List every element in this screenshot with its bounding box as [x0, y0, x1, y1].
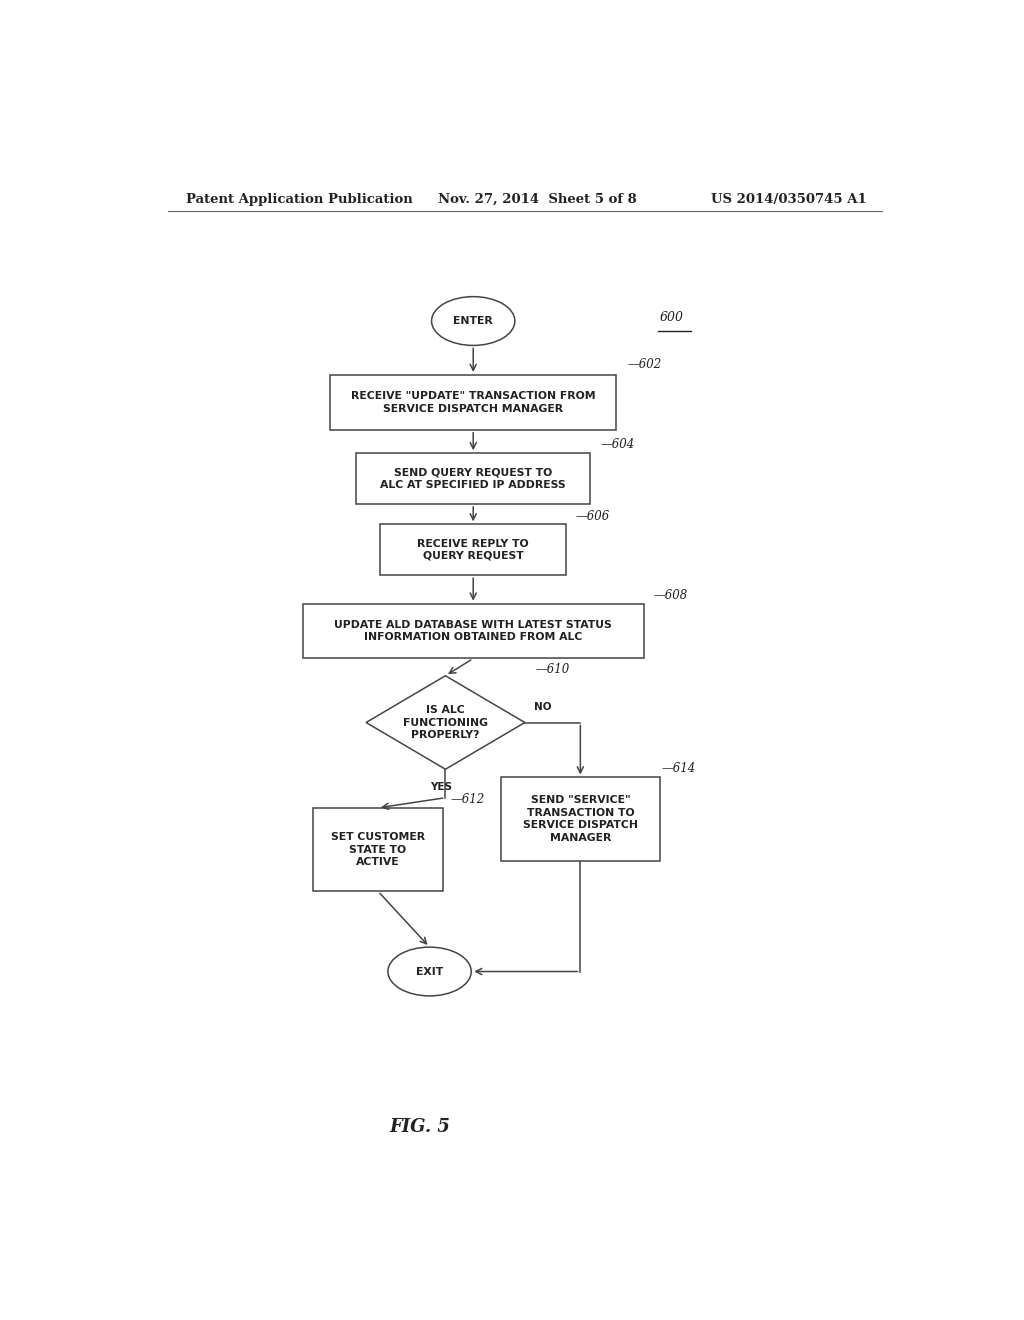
Text: SEND "SERVICE"
TRANSACTION TO
SERVICE DISPATCH
MANAGER: SEND "SERVICE" TRANSACTION TO SERVICE DI…	[523, 796, 638, 842]
Text: —602: —602	[628, 358, 663, 371]
Text: —614: —614	[662, 763, 695, 775]
Text: EXIT: EXIT	[416, 966, 443, 977]
Text: —608: —608	[653, 589, 687, 602]
Text: SEND QUERY REQUEST TO
ALC AT SPECIFIED IP ADDRESS: SEND QUERY REQUEST TO ALC AT SPECIFIED I…	[380, 467, 566, 490]
Text: US 2014/0350745 A1: US 2014/0350745 A1	[712, 193, 867, 206]
FancyBboxPatch shape	[356, 453, 590, 504]
Text: —610: —610	[536, 663, 570, 676]
Text: IS ALC
FUNCTIONING
PROPERLY?: IS ALC FUNCTIONING PROPERLY?	[402, 705, 488, 741]
FancyBboxPatch shape	[380, 524, 566, 576]
Text: —604: —604	[601, 438, 635, 451]
FancyBboxPatch shape	[303, 603, 644, 659]
FancyBboxPatch shape	[501, 777, 659, 861]
FancyBboxPatch shape	[312, 808, 443, 891]
Text: —612: —612	[451, 793, 485, 805]
Polygon shape	[367, 676, 524, 770]
Text: UPDATE ALD DATABASE WITH LATEST STATUS
INFORMATION OBTAINED FROM ALC: UPDATE ALD DATABASE WITH LATEST STATUS I…	[335, 620, 612, 643]
Text: YES: YES	[430, 781, 453, 792]
Text: RECEIVE "UPDATE" TRANSACTION FROM
SERVICE DISPATCH MANAGER: RECEIVE "UPDATE" TRANSACTION FROM SERVIC…	[351, 391, 596, 413]
Text: Patent Application Publication: Patent Application Publication	[186, 193, 413, 206]
Ellipse shape	[388, 948, 471, 995]
Text: —606: —606	[575, 511, 610, 523]
Text: 600: 600	[659, 312, 684, 323]
Text: Nov. 27, 2014  Sheet 5 of 8: Nov. 27, 2014 Sheet 5 of 8	[437, 193, 636, 206]
Text: SET CUSTOMER
STATE TO
ACTIVE: SET CUSTOMER STATE TO ACTIVE	[331, 832, 425, 867]
Ellipse shape	[431, 297, 515, 346]
Text: FIG. 5: FIG. 5	[390, 1118, 451, 1137]
Text: RECEIVE REPLY TO
QUERY REQUEST: RECEIVE REPLY TO QUERY REQUEST	[418, 539, 529, 561]
Text: ENTER: ENTER	[454, 315, 494, 326]
FancyBboxPatch shape	[331, 375, 616, 430]
Text: NO: NO	[535, 702, 552, 713]
